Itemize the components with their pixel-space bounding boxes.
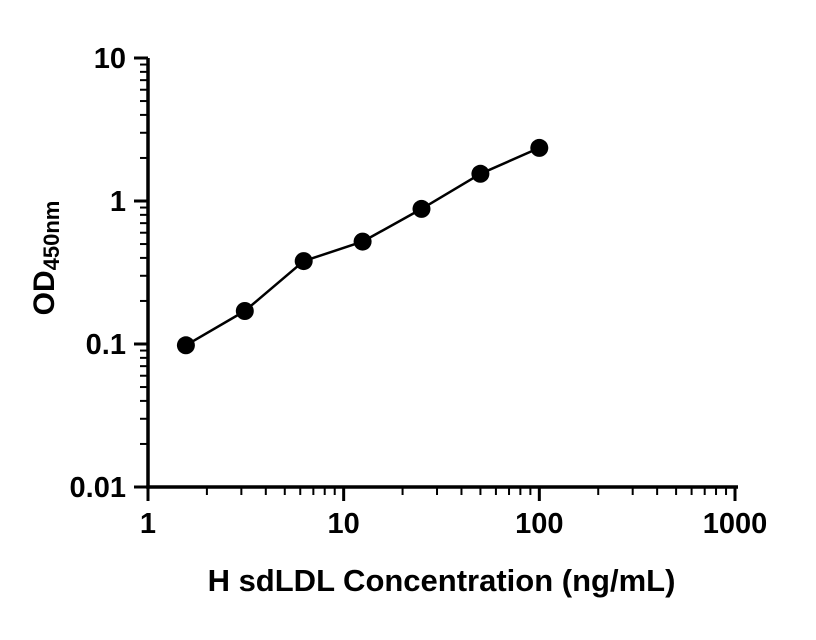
data-point [235, 302, 254, 320]
data-point [471, 164, 490, 183]
y-axis-title-text: OD [28, 270, 61, 316]
y-axis-title: OD450nm [27, 113, 64, 403]
x-axis-title: H sdLDL Concentration (ng/mL) [148, 563, 735, 599]
data-point [353, 232, 372, 251]
x-tick-label: 1000 [703, 508, 768, 540]
data-point [530, 138, 549, 157]
y-tick-label: 10 [94, 43, 126, 75]
x-tick-label: 100 [515, 508, 563, 540]
data-point [294, 252, 313, 271]
x-tick-label: 1 [140, 508, 156, 540]
x-tick-label: 10 [328, 508, 360, 540]
y-axis-title-subscript: 450nm [39, 200, 64, 271]
data-point [176, 336, 195, 355]
data-point [412, 199, 431, 218]
x-axis-title-text: H sdLDL Concentration (ng/mL) [207, 563, 676, 598]
y-tick-label: 1 [110, 186, 126, 218]
y-tick-label: 0.1 [86, 329, 126, 361]
y-tick-label: 0.01 [70, 472, 126, 504]
